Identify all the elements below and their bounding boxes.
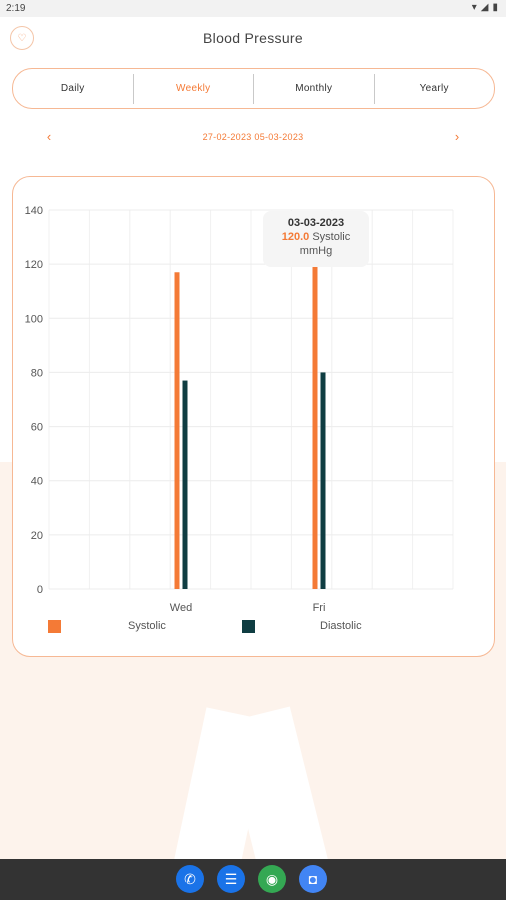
wifi-icon: ▾ [471, 2, 477, 13]
chevron-right-icon[interactable]: › [454, 129, 460, 144]
legend-swatch-systolic [48, 620, 61, 633]
bar-chart[interactable]: 0 20 40 60 80 100 120 140 Wed Fri [13, 177, 496, 617]
app-dock: ✆ ☰ ◉ ◘ [176, 865, 327, 893]
chart-card: 0 20 40 60 80 100 120 140 Wed Fri 03-03-2023 120.… [12, 176, 495, 657]
x-tick-label: Wed [170, 602, 192, 614]
y-tick-label: 120 [25, 259, 43, 271]
status-icons: ▾ ◢ ▮ [472, 2, 498, 14]
legend-swatch-diastolic [242, 620, 255, 633]
tab-yearly[interactable]: Yearly [373, 73, 495, 104]
tab-monthly[interactable]: Monthly [253, 73, 374, 104]
y-tick-label: 60 [31, 422, 43, 434]
chevron-left-icon[interactable]: ‹ [46, 129, 52, 144]
page-title: Blood Pressure [203, 30, 303, 46]
system-nav-bar: ✆ ☰ ◉ ◘ [0, 859, 506, 900]
tooltip-series: Systolic [312, 231, 351, 243]
bar-diastolic-wed [182, 380, 188, 589]
tooltip-unit: mmHg [299, 245, 333, 257]
bar-systolic-wed [174, 272, 180, 589]
signal-icon: ◢ [480, 2, 489, 13]
chart-tooltip: 03-03-2023 120.0 Systolic mmHg [263, 211, 369, 267]
y-tick-label: 140 [25, 205, 43, 217]
tab-daily[interactable]: Daily [60, 83, 85, 94]
period-tabs: Daily Weekly Monthly Yearly [12, 68, 495, 109]
chrome-icon[interactable]: ◉ [258, 865, 286, 893]
battery-icon: ▮ [492, 2, 498, 13]
y-tick-label: 40 [31, 476, 43, 488]
y-tick-label: 20 [31, 530, 43, 542]
tooltip-date: 03-03-2023 [287, 217, 345, 229]
status-bar: 2:19 ▾ ◢ ▮ [0, 0, 506, 17]
x-tick-label: Fri [313, 602, 326, 614]
app-header: ♡ Blood Pressure [0, 17, 506, 59]
date-navigator: ‹ 27-02-2023 05-03-2023 › [40, 129, 466, 147]
tab-weekly[interactable]: Weekly [132, 73, 254, 104]
phone-icon[interactable]: ✆ [176, 865, 204, 893]
y-tick-label: 80 [31, 367, 43, 379]
camera-icon[interactable]: ◘ [299, 865, 327, 893]
legend-label-diastolic: Diastolic [320, 620, 362, 632]
y-tick-label: 100 [25, 313, 43, 325]
chart-legend: Systolic Diastolic [13, 619, 496, 639]
legend-label-systolic: Systolic [128, 620, 166, 632]
y-tick-label: 0 [37, 584, 43, 596]
status-time: 2:19 [6, 3, 26, 14]
tooltip-value: 120.0 [281, 231, 310, 243]
heart-pulse-icon[interactable]: ♡ [10, 26, 34, 50]
date-range: 27-02-2023 05-03-2023 [202, 132, 304, 142]
bar-diastolic-fri [320, 372, 326, 589]
messages-icon[interactable]: ☰ [217, 865, 245, 893]
bar-systolic-fri [312, 264, 318, 589]
